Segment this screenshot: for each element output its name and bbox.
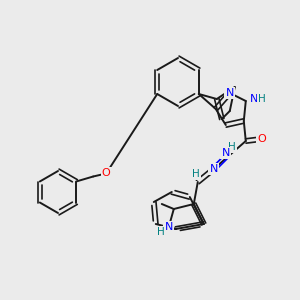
Text: N: N [250, 94, 258, 104]
Text: N: N [165, 222, 173, 232]
Text: H: H [192, 169, 200, 179]
Text: N: N [226, 88, 234, 98]
Text: H: H [157, 227, 165, 237]
Text: N: N [222, 148, 230, 158]
Text: H: H [228, 142, 236, 152]
Text: N: N [210, 164, 218, 174]
Text: O: O [257, 134, 266, 144]
Text: O: O [102, 169, 111, 178]
Text: H: H [258, 94, 266, 104]
